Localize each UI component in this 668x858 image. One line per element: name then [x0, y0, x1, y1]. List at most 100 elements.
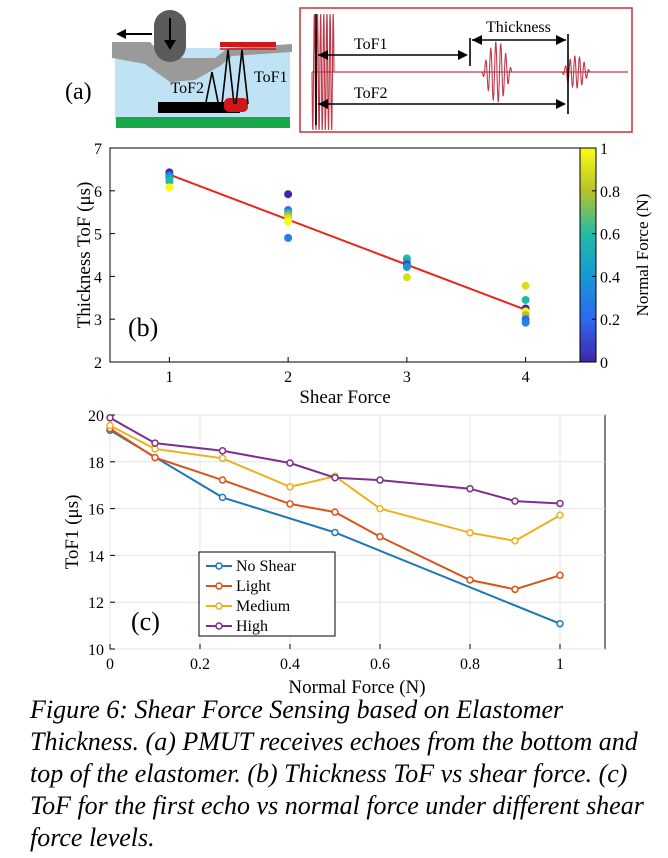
- y-tick-label: 10: [88, 642, 104, 659]
- series-point: [286, 459, 294, 467]
- x-tick-label: 0.6: [370, 656, 390, 673]
- chart-c-xlabel: Normal Force (N): [288, 677, 425, 698]
- figure-caption: Figure 6: Shear Force Sensing based on E…: [30, 695, 644, 852]
- series-point: [151, 453, 159, 462]
- chart-c-ticks: 0 0.2 0.4 0.6 0.8 1 10 12 14 16 18 20: [88, 408, 564, 673]
- x-tick-label: 0: [106, 656, 114, 673]
- legend-marker: [215, 622, 223, 630]
- series-point: [376, 532, 384, 541]
- waveform-frame: [299, 7, 633, 133]
- legend-label: High: [236, 618, 268, 635]
- series-point: [331, 473, 339, 482]
- tof2-label: ToF2: [170, 80, 204, 97]
- colorbar-tick-label: 0: [600, 355, 608, 372]
- y-tick-label: 3: [94, 312, 102, 329]
- chart-b-ylabel: Thickness ToF (μs): [74, 182, 95, 329]
- x-tick-label: 0.4: [280, 656, 300, 673]
- top-surface-marker: [220, 42, 276, 47]
- y-tick-label: 20: [88, 408, 104, 425]
- series-point: [218, 454, 227, 463]
- colorbar-label: Normal Force (N): [633, 194, 652, 317]
- chart-c-panel-label: (c): [131, 607, 160, 636]
- scatter-point: [402, 262, 411, 271]
- echo-1: [481, 41, 513, 103]
- scatter-point: [284, 233, 293, 242]
- pmut-element: [224, 98, 248, 112]
- series-point: [106, 421, 114, 430]
- waveform-markers: [315, 14, 569, 125]
- colorbar-tick-label: 0.4: [600, 269, 620, 286]
- scatter-point: [165, 183, 174, 192]
- figure-6: (a) ToF2 ToF1: [62, 7, 652, 698]
- series-point: [466, 528, 474, 537]
- series-point: [286, 483, 294, 491]
- x-tick-label: 4: [522, 369, 530, 386]
- series-point: [511, 585, 519, 594]
- series-point: [376, 504, 384, 513]
- scatter-point: [402, 273, 411, 282]
- y-tick-label: 12: [88, 595, 104, 612]
- chart-b-xlabel: Shear Force: [299, 387, 390, 408]
- chart-c-tof1: 0 0.2 0.4 0.6 0.8 1 10 12 14 16 18 20 No Shear Light…: [62, 408, 606, 698]
- scatter-point: [284, 217, 293, 226]
- series-point: [466, 484, 474, 493]
- y-tick-label: 6: [94, 184, 102, 201]
- scatter-point: [521, 318, 530, 327]
- x-tick-label: 0.2: [190, 656, 210, 673]
- tof1-label: ToF1: [254, 69, 288, 86]
- y-tick-label: 5: [94, 227, 102, 244]
- chart-b-ticks: 1 2 3 4 2 3 4 5 6 7: [94, 141, 530, 386]
- x-tick-label: 3: [403, 369, 411, 386]
- x-tick-label: 1: [556, 656, 564, 673]
- chart-c-series: [106, 414, 564, 628]
- series-point: [511, 497, 519, 505]
- chart-b-thickness-tof: 1 2 3 4 2 3 4 5 6 7 (b) Shear Force Thickness ToF…: [74, 141, 652, 408]
- series-point: [466, 576, 474, 584]
- x-tick-label: 0.8: [460, 656, 480, 673]
- chart-c-ylabel: ToF1 (μs): [62, 495, 83, 570]
- y-tick-label: 18: [88, 455, 104, 472]
- colorbar: [579, 147, 597, 363]
- series-point: [151, 439, 159, 447]
- pmut-transducer: [158, 102, 240, 113]
- series-point: [556, 619, 564, 628]
- series-point: [556, 511, 564, 519]
- colorbar-tick-label: 1: [600, 141, 608, 158]
- series-point: [218, 493, 227, 502]
- series-line: [109, 429, 561, 625]
- legend-marker: [215, 602, 223, 610]
- legend-label: Light: [236, 578, 271, 595]
- series-point: [218, 476, 227, 484]
- colorbar-tick-label: 0.2: [600, 312, 620, 329]
- series-point: [286, 500, 294, 508]
- y-tick-label: 4: [94, 269, 102, 286]
- scatter-point: [521, 295, 530, 304]
- panel-a: (a) ToF2 ToF1: [65, 7, 633, 133]
- scatter-points: [165, 168, 530, 327]
- series-point: [218, 447, 227, 455]
- legend-marker: [215, 562, 223, 570]
- scatter-point: [165, 177, 174, 186]
- waveform-thickness-label: Thickness: [486, 19, 551, 36]
- series-point: [556, 571, 564, 580]
- chart-c-legend: No Shear Light Medium High: [198, 551, 336, 637]
- series-point: [511, 537, 519, 545]
- fit-line: [169, 173, 526, 311]
- echo-arrows: [205, 49, 249, 105]
- y-tick-label: 7: [94, 141, 102, 158]
- y-tick-label: 2: [94, 355, 102, 372]
- x-tick-label: 2: [284, 369, 292, 386]
- panel-a-label: (a): [65, 79, 92, 105]
- scatter-point: [521, 281, 530, 290]
- scatter-point: [284, 190, 293, 199]
- legend-marker: [215, 582, 223, 590]
- legend-label: No Shear: [236, 558, 297, 575]
- series-point: [331, 528, 339, 537]
- waveform-tof2-label: ToF2: [354, 85, 388, 102]
- y-tick-label: 14: [88, 548, 104, 565]
- base-substrate: [116, 117, 290, 128]
- colorbar-tick-label: 0.6: [600, 227, 620, 244]
- colorbar-tick-label: 0.8: [600, 184, 620, 201]
- series-point: [556, 499, 564, 508]
- colorbar-ticks: 0 0.2 0.4 0.6 0.8 1: [592, 141, 620, 372]
